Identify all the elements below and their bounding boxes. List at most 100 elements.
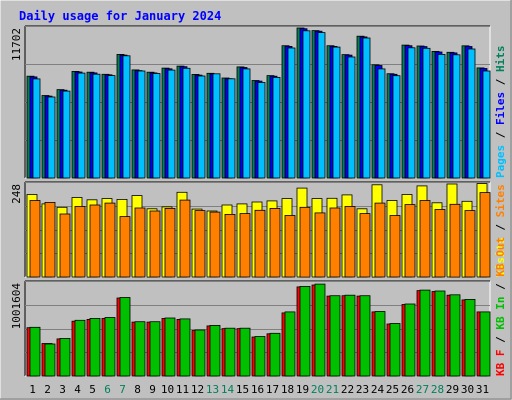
bar-kb-in-28 <box>434 290 446 377</box>
bar-pages-25 <box>392 75 401 179</box>
bar-sites-2 <box>44 201 56 278</box>
bar-sites-18 <box>284 215 296 278</box>
legend-text: KB F / KB In / KB Out <box>494 237 507 376</box>
bar-pages-23 <box>362 37 371 179</box>
x-tick-label-29: 29 <box>446 383 459 396</box>
legend-text: Visits / Sites <box>494 184 507 277</box>
bar-sites-3 <box>59 213 71 278</box>
x-axis-labels: 1 2 3 4 5 6 7 8 9 10 11 12 13 14 15 16 17 18 19 20 21 22 23 24 2… <box>29 383 489 396</box>
x-tick-label-21: 21 <box>326 383 339 396</box>
bar-sites-24 <box>374 202 386 278</box>
bar-sites-11 <box>179 199 191 278</box>
legend-entry-kb-in: KB In <box>494 297 507 330</box>
bar-kb-in-25 <box>389 323 401 377</box>
bar-kb-in-26 <box>404 303 416 377</box>
x-tick-label-31: 31 <box>476 383 489 396</box>
bar-sites-17 <box>269 207 281 278</box>
bar-pages-20 <box>317 32 326 179</box>
bar-pages-19 <box>302 30 311 179</box>
bar-kb-in-17 <box>269 332 281 377</box>
bar-kb-in-14 <box>224 327 236 377</box>
chart-panels: 11702 Pages / Files / Hits 248 Visits / Sit… <box>10 25 507 377</box>
bar-pages-1 <box>32 78 41 179</box>
legend-entry-pages: Pages <box>494 145 507 178</box>
bar-kb-in-30 <box>464 298 476 377</box>
legend-bottom: KB F / KB In / KB Out <box>494 237 507 376</box>
bar-pages-7 <box>122 55 131 179</box>
bar-sites-12 <box>194 210 206 278</box>
bar-sites-31 <box>479 192 491 278</box>
bar-kb-in-24 <box>374 311 386 377</box>
panel-bottom: 1001604 KB F / KB In / KB Out <box>10 237 507 377</box>
bar-pages-28 <box>437 54 446 179</box>
bar-kb-in-8 <box>134 321 146 377</box>
bar-kb-in-6 <box>104 317 116 377</box>
bar-kb-in-7 <box>119 297 131 377</box>
bar-pages-4 <box>77 72 86 179</box>
bar-kb-in-10 <box>164 317 176 377</box>
x-tick-label-27: 27 <box>416 383 429 396</box>
bar-sites-8 <box>134 207 146 278</box>
bar-pages-29 <box>452 54 461 179</box>
bar-sites-4 <box>74 206 86 278</box>
x-tick-label-14: 14 <box>221 383 235 396</box>
bar-pages-15 <box>242 68 251 179</box>
y-max-label: 1001604 <box>10 283 23 330</box>
bar-pages-8 <box>137 70 146 179</box>
bar-kb-in-9 <box>149 321 161 377</box>
x-tick-label-24: 24 <box>371 383 385 396</box>
x-tick-label-30: 30 <box>461 383 474 396</box>
x-tick-label-13: 13 <box>206 383 219 396</box>
bar-kb-in-15 <box>239 327 251 377</box>
bar-pages-24 <box>377 68 386 179</box>
bar-sites-25 <box>389 215 401 278</box>
bar-sites-7 <box>119 216 131 278</box>
x-tick-label-19: 19 <box>296 383 309 396</box>
bar-pages-26 <box>407 47 416 179</box>
bar-pages-16 <box>257 82 266 179</box>
bar-sites-14 <box>224 213 236 278</box>
bar-kb-in-2 <box>44 343 56 377</box>
legend-middle: Visits / Sites <box>494 184 507 277</box>
x-tick-label-3: 3 <box>59 383 66 396</box>
bar-pages-18 <box>287 47 296 179</box>
bar-sites-10 <box>164 207 176 278</box>
bar-kb-in-22 <box>344 294 356 377</box>
bar-sites-28 <box>434 209 446 278</box>
bar-sites-19 <box>299 206 311 278</box>
bar-pages-21 <box>332 46 341 179</box>
bar-kb-in-23 <box>359 295 371 377</box>
x-tick-label-20: 20 <box>311 383 324 396</box>
legend-text: Pages / Files / Hits <box>494 46 507 179</box>
x-tick-label-16: 16 <box>251 383 264 396</box>
legend-entry-hits: Hits <box>494 46 507 73</box>
bar-kb-in-11 <box>179 318 191 377</box>
bar-sites-5 <box>89 204 101 278</box>
bar-kb-in-21 <box>329 295 341 377</box>
panel-middle: 248 Visits / Sites <box>10 181 507 278</box>
bar-sites-21 <box>329 207 341 278</box>
legend-entry-visits: Visits <box>494 237 507 277</box>
bar-sites-30 <box>464 210 476 278</box>
bar-sites-9 <box>149 210 161 278</box>
legend-entry-sites: Sites <box>494 184 507 217</box>
legend-entry-kb-out: KB Out <box>494 237 507 277</box>
bar-sites-26 <box>404 204 416 278</box>
x-tick-label-28: 28 <box>431 383 444 396</box>
x-tick-label-23: 23 <box>356 383 369 396</box>
x-tick-label-9: 9 <box>149 383 156 396</box>
bar-sites-27 <box>419 200 431 278</box>
legend-entry-kb-f: KB F <box>494 350 507 377</box>
bar-kb-in-19 <box>299 285 311 377</box>
bar-pages-5 <box>92 73 101 179</box>
bar-kb-in-31 <box>479 311 491 377</box>
x-tick-label-22: 22 <box>341 383 354 396</box>
bar-pages-14 <box>227 78 236 179</box>
bar-kb-in-18 <box>284 311 296 377</box>
bar-pages-9 <box>152 73 161 179</box>
bar-kb-in-1 <box>29 326 41 377</box>
bar-pages-2 <box>47 96 56 179</box>
bar-pages-13 <box>212 73 221 179</box>
x-tick-label-5: 5 <box>89 383 96 396</box>
